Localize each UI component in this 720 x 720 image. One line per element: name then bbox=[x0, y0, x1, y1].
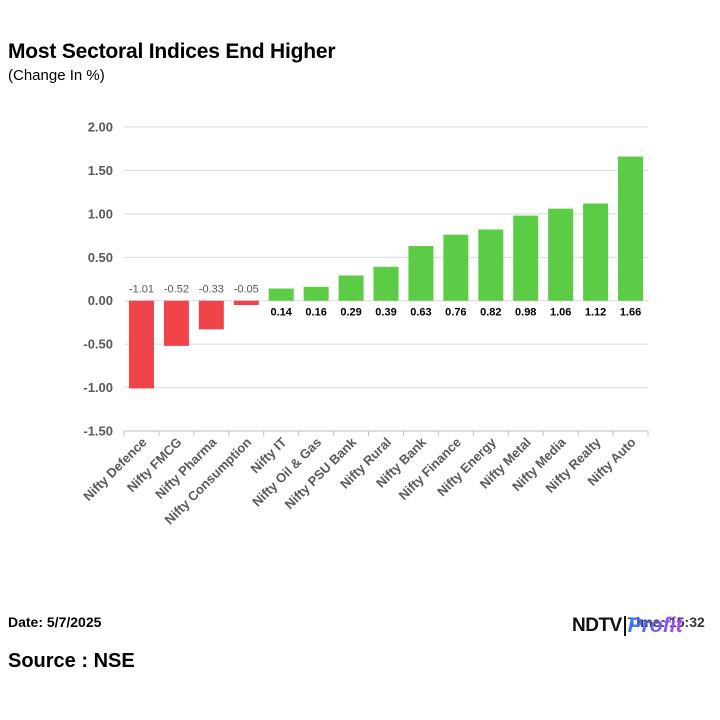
y-tick-label: -1.00 bbox=[83, 380, 113, 395]
data-label: 0.39 bbox=[375, 307, 396, 319]
bar bbox=[163, 300, 189, 346]
chart-title: Most Sectoral Indices End Higher bbox=[8, 40, 336, 63]
bar bbox=[443, 234, 469, 301]
bar bbox=[618, 156, 644, 301]
data-label: 0.16 bbox=[305, 307, 326, 319]
y-tick-label: 1.00 bbox=[88, 206, 113, 221]
y-tick-label: 0.50 bbox=[88, 250, 113, 265]
data-label: -0.52 bbox=[164, 284, 189, 296]
data-label: -0.33 bbox=[199, 284, 224, 296]
bar bbox=[373, 266, 399, 301]
bar bbox=[303, 286, 329, 301]
y-tick-label: 0.00 bbox=[88, 293, 113, 308]
bar bbox=[128, 300, 154, 389]
y-tick-label: 1.50 bbox=[88, 163, 113, 178]
bar bbox=[408, 245, 434, 301]
bar bbox=[233, 300, 259, 306]
bar bbox=[198, 300, 224, 330]
bar-chart: 2.00 1.50 1.00 0.50 0.00 -0.50 -1.00 -1.50 -1.01… bbox=[80, 120, 649, 527]
logo-profit-text: Profit bbox=[627, 614, 683, 637]
bar bbox=[513, 215, 539, 301]
data-label: 0.29 bbox=[340, 307, 361, 319]
data-label: 0.76 bbox=[445, 307, 466, 319]
bar bbox=[268, 288, 294, 301]
bar bbox=[338, 275, 364, 301]
logo-ndtv-text: NDTV bbox=[572, 615, 622, 636]
data-label: 1.06 bbox=[550, 307, 571, 319]
date-label: Date: 5/7/2025 bbox=[8, 614, 102, 630]
data-label: -1.01 bbox=[129, 284, 154, 296]
y-tick-label: -1.50 bbox=[83, 424, 113, 439]
ndtv-profit-logo: NDTV Profit bbox=[572, 612, 683, 640]
data-label: -0.05 bbox=[234, 284, 259, 296]
data-label: 0.82 bbox=[480, 307, 501, 319]
data-label: 0.63 bbox=[410, 307, 431, 319]
chart-subtitle: (Change In %) bbox=[8, 67, 105, 84]
bar bbox=[583, 203, 609, 301]
data-label: 1.66 bbox=[620, 307, 641, 319]
bar bbox=[548, 208, 574, 301]
source-label: Source : NSE bbox=[8, 650, 135, 672]
data-label: 0.98 bbox=[515, 307, 536, 319]
time-label: Time: 15:32 bbox=[628, 614, 705, 630]
data-label: 0.14 bbox=[270, 307, 292, 319]
bar bbox=[478, 229, 504, 301]
logo-separator bbox=[623, 616, 626, 636]
y-tick-label: -0.50 bbox=[83, 337, 113, 352]
y-tick-label: 2.00 bbox=[88, 120, 113, 135]
data-label: 1.12 bbox=[585, 307, 606, 319]
